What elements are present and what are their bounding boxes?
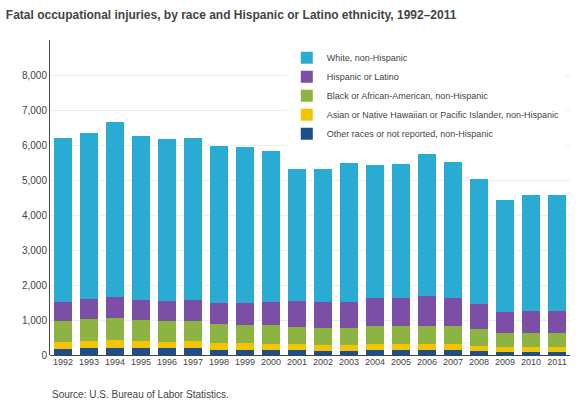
svg-text:7,000: 7,000 [22,105,47,116]
svg-text:Asian or Native Hawaiian or Pa: Asian or Native Hawaiian or Pacific Isla… [327,110,559,120]
svg-text:1997: 1997 [183,357,203,367]
svg-text:1995: 1995 [131,357,151,367]
svg-text:6,000: 6,000 [22,140,47,151]
svg-text:0: 0 [41,350,47,361]
svg-text:Source: U.S. Bureau of Labor S: Source: U.S. Bureau of Labor Statistics. [52,389,229,400]
svg-text:White, non-Hispanic: White, non-Hispanic [327,53,408,63]
svg-text:2005: 2005 [391,357,411,367]
svg-text:5,000: 5,000 [22,175,47,186]
svg-text:2009: 2009 [495,357,515,367]
svg-text:2011: 2011 [547,357,566,367]
svg-text:1992: 1992 [53,357,73,367]
svg-text:2000: 2000 [261,357,281,367]
svg-text:2002: 2002 [313,357,333,367]
svg-text:Other races or not reported, n: Other races or not reported, non-Hispani… [327,129,494,139]
svg-text:2010: 2010 [521,357,541,367]
svg-text:3,000: 3,000 [22,245,47,256]
svg-text:4,000: 4,000 [22,210,47,221]
svg-text:1993: 1993 [79,357,99,367]
svg-text:2006: 2006 [417,357,437,367]
svg-text:2,000: 2,000 [22,280,47,291]
svg-text:2003: 2003 [339,357,359,367]
svg-text:1998: 1998 [209,357,229,367]
svg-text:1994: 1994 [105,357,125,367]
svg-text:Fatal occupational injuries, b: Fatal occupational injuries, by race and… [6,8,457,22]
svg-text:1996: 1996 [157,357,177,367]
svg-text:2008: 2008 [469,357,489,367]
svg-text:Hispanic or Latino: Hispanic or Latino [327,72,399,82]
svg-text:2007: 2007 [443,357,463,367]
svg-text:1,000: 1,000 [22,315,47,326]
svg-text:Black or African-American, non: Black or African-American, non-Hispanic [327,91,489,101]
svg-text:1999: 1999 [235,357,255,367]
svg-text:2004: 2004 [365,357,385,367]
svg-text:8,000: 8,000 [22,70,47,81]
svg-text:2001: 2001 [287,357,307,367]
